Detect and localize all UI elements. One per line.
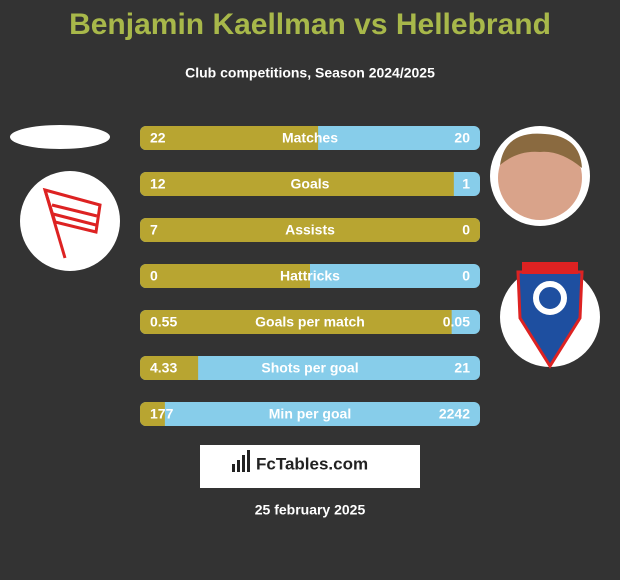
left-bar (140, 172, 454, 196)
stat-row (140, 402, 480, 426)
right-value: 0 (462, 222, 470, 238)
left-value: 4.33 (150, 360, 177, 376)
left-bar (140, 126, 319, 150)
right-player-photo (490, 126, 590, 226)
brand-icon (232, 450, 250, 472)
left-bar (140, 218, 480, 242)
subtitle: Club competitions, Season 2024/2025 (185, 65, 435, 81)
stat-label: Hattricks (280, 268, 340, 284)
left-club-logo (20, 171, 120, 271)
date: 25 february 2025 (255, 502, 366, 518)
stat-label: Min per goal (269, 406, 351, 422)
left-value: 7 (150, 222, 158, 238)
right-value: 1 (462, 176, 470, 192)
right-value: 0 (462, 268, 470, 284)
left-bar (140, 356, 199, 380)
stat-row (140, 264, 480, 288)
stat-label: Assists (285, 222, 335, 238)
right-value: 2242 (439, 406, 470, 422)
right-club-logo (500, 262, 600, 369)
stat-row (140, 218, 480, 242)
left-value: 0 (150, 268, 158, 284)
left-player-placeholder (10, 125, 110, 149)
stat-row (140, 310, 480, 334)
stat-label: Matches (282, 130, 338, 146)
right-value: 21 (454, 360, 470, 376)
stat-row (140, 126, 480, 150)
left-value: 0.55 (150, 314, 177, 330)
stat-label: Goals per match (255, 314, 365, 330)
left-bar (140, 264, 310, 288)
left-bar (140, 310, 452, 334)
brand-name: FcTables.com (256, 454, 368, 473)
stat-row (140, 172, 480, 196)
right-value: 20 (454, 130, 470, 146)
left-value: 12 (150, 176, 166, 192)
title: Benjamin Kaellman vs Hellebrand (69, 8, 551, 41)
left-bar (140, 402, 165, 426)
stat-label: Shots per goal (261, 360, 358, 376)
right-value: 0.05 (443, 314, 470, 330)
stat-row (140, 356, 480, 380)
left-value: 22 (150, 130, 166, 146)
brand-box (200, 445, 420, 488)
left-value: 177 (150, 406, 174, 422)
stat-label: Goals (291, 176, 330, 192)
right-bar (140, 402, 480, 426)
